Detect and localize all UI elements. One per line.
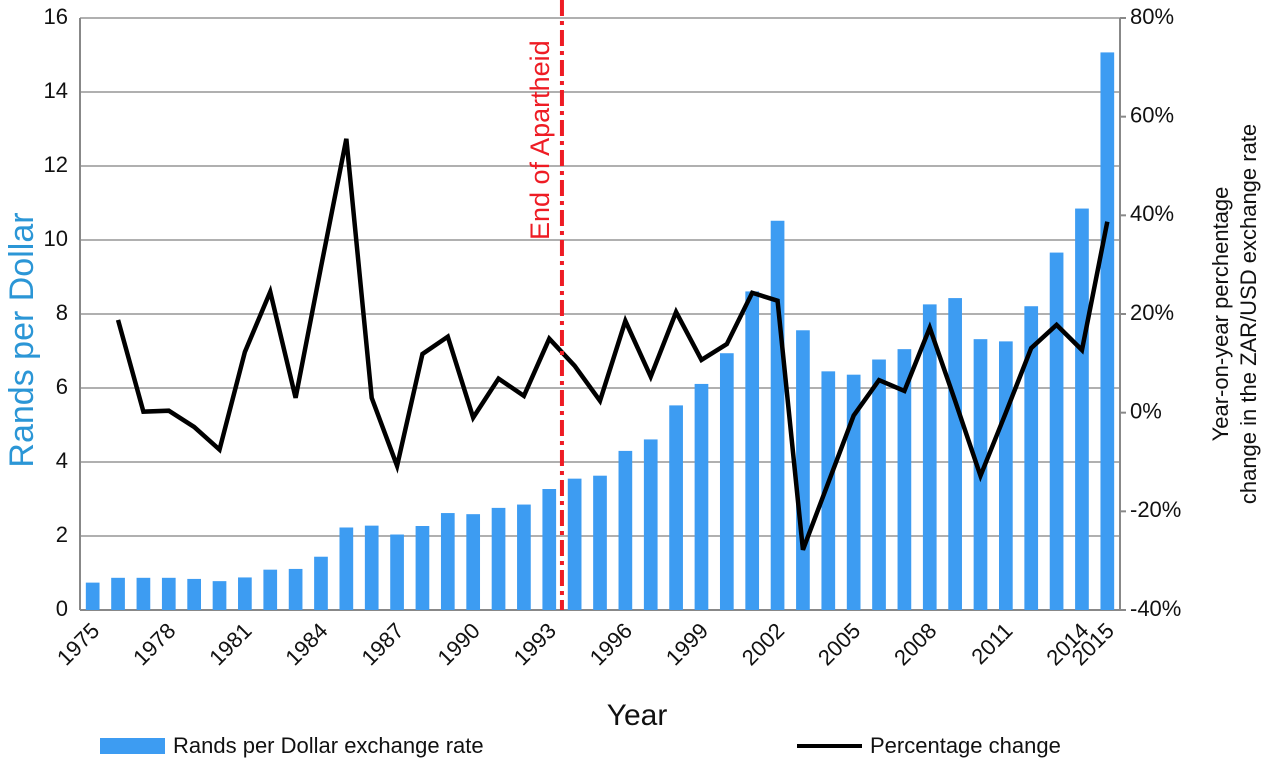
x-tick-label: 2008: [889, 618, 941, 670]
bar: [288, 568, 303, 610]
y-tick-label: 10: [44, 226, 68, 251]
annotation: End of Apartheid: [525, 40, 555, 240]
bar: [390, 534, 404, 610]
bar: [314, 556, 328, 610]
bar: [1024, 306, 1039, 610]
bar: [999, 341, 1013, 610]
x-tick-label: 2002: [737, 618, 789, 670]
bar: [872, 359, 886, 610]
bar: [1049, 252, 1064, 610]
bar: [897, 349, 912, 610]
bar: [415, 526, 430, 610]
bar: [111, 577, 125, 610]
bar: [796, 330, 810, 610]
bar: [1100, 52, 1115, 611]
y2-tick-label: 40%: [1130, 201, 1174, 226]
bar: [922, 304, 937, 610]
y2-tick-label: -40%: [1130, 596, 1181, 621]
bar: [339, 527, 354, 610]
x-tick-label: 1975: [52, 618, 104, 670]
bar: [669, 405, 683, 610]
bar: [212, 581, 227, 610]
y2-tick-label: 80%: [1130, 4, 1174, 29]
x-tick-label: 1993: [509, 618, 561, 670]
bar: [136, 577, 151, 610]
bar: [491, 507, 506, 610]
bar: [770, 220, 785, 610]
bar: [593, 475, 607, 610]
bar: [517, 504, 531, 610]
bar: [364, 525, 379, 610]
bar: [745, 291, 760, 610]
legend-swatch: [100, 738, 165, 754]
legend-label: Rands per Dollar exchange rate: [173, 733, 484, 758]
legend-label: Percentage change: [870, 733, 1061, 758]
y-tick-label: 6: [56, 374, 68, 399]
bar: [719, 353, 734, 610]
y2-axis-label: Year-on-year perchentage: [1208, 187, 1233, 442]
x-tick-label: 1981: [204, 618, 256, 670]
y2-tick-label: -20%: [1130, 497, 1181, 522]
bar: [846, 374, 861, 610]
bar: [238, 577, 252, 610]
x-tick-label: 1999: [661, 618, 713, 670]
y2-axis-label: change in the ZAR/USD exchange rate: [1236, 124, 1261, 504]
bar: [187, 578, 201, 610]
bar: [643, 439, 658, 610]
bar: [618, 450, 633, 610]
y-tick-label: 16: [44, 4, 68, 29]
bar: [694, 383, 709, 610]
x-tick-label: 1990: [433, 618, 485, 670]
x-tick-label: 1984: [280, 618, 332, 670]
x-tick-label: 1987: [356, 618, 408, 670]
bar: [1075, 208, 1089, 611]
x-axis-label: Year: [607, 699, 668, 732]
bar: [821, 371, 836, 610]
bar: [263, 569, 278, 610]
bar: [567, 478, 582, 610]
bar: [542, 489, 557, 610]
x-tick-label: 2011: [966, 618, 1017, 669]
y-tick-label: 0: [56, 596, 68, 621]
x-tick-label: 1978: [128, 618, 180, 670]
y-tick-label: 12: [44, 152, 68, 177]
bar: [948, 298, 962, 610]
x-tick-label: 2005: [813, 618, 865, 670]
y-tick-label: 2: [56, 522, 68, 547]
bar: [466, 514, 481, 610]
bar: [161, 577, 176, 610]
x-tick-label: 1996: [585, 618, 637, 670]
y-axis-label: Rands per Dollar: [3, 212, 41, 467]
y2-tick-label: 60%: [1130, 102, 1174, 127]
line: [115, 138, 1110, 551]
y-tick-label: 4: [56, 448, 68, 473]
y2-tick-label: 20%: [1130, 300, 1174, 325]
y-tick-label: 14: [44, 78, 68, 103]
bar: [85, 582, 100, 610]
y2-tick-label: 0%: [1130, 398, 1162, 423]
y-tick-label: 8: [56, 300, 68, 325]
bar: [440, 513, 455, 610]
